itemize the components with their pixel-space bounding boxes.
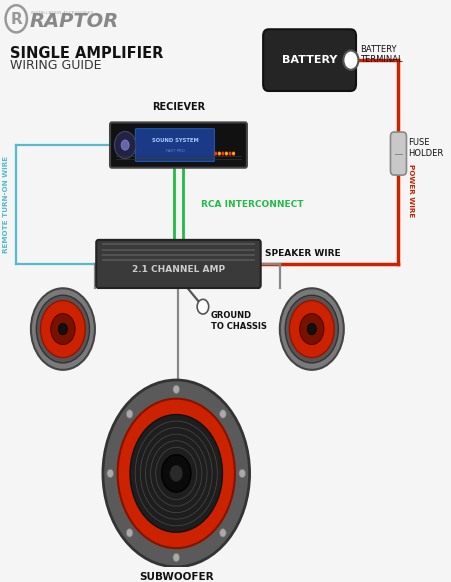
Circle shape [103,380,249,567]
Circle shape [307,324,316,335]
Text: 2.1 CHANNEL AMP: 2.1 CHANNEL AMP [132,265,225,274]
Circle shape [31,288,95,370]
Circle shape [239,469,245,478]
FancyBboxPatch shape [262,29,355,91]
Circle shape [299,314,323,345]
Circle shape [107,469,113,478]
Text: SOUND SYSTEM: SOUND SYSTEM [151,138,198,143]
Circle shape [343,51,358,70]
Circle shape [231,151,235,155]
Circle shape [285,295,338,363]
Text: GROUND
TO CHASSIS: GROUND TO CHASSIS [211,311,266,331]
Text: FUSE
HOLDER: FUSE HOLDER [407,138,442,158]
Circle shape [221,151,224,155]
Circle shape [161,455,190,492]
Text: SINGLE AMPLIFIER: SINGLE AMPLIFIER [10,46,163,61]
Circle shape [117,399,235,548]
Circle shape [173,385,179,393]
Text: WIRING GUIDE: WIRING GUIDE [10,59,102,72]
Circle shape [36,295,89,363]
Text: BATTERY
TERMINAL: BATTERY TERMINAL [359,45,401,64]
Circle shape [219,528,226,537]
Circle shape [173,553,179,562]
Text: SUBWOOFER: SUBWOOFER [138,573,213,582]
Text: SPEAKER WIRE: SPEAKER WIRE [265,249,340,258]
Text: RAPTOR: RAPTOR [29,12,119,31]
Circle shape [279,288,343,370]
Circle shape [169,465,183,482]
Circle shape [228,151,231,155]
Text: BATTERY: BATTERY [281,55,336,65]
Circle shape [126,410,133,418]
Circle shape [197,299,208,314]
Text: RCA INTERCONNECT: RCA INTERCONNECT [200,200,303,208]
Circle shape [114,132,135,159]
Circle shape [289,300,333,357]
Text: R: R [10,12,22,27]
Circle shape [217,151,221,155]
Circle shape [41,300,85,357]
FancyBboxPatch shape [96,240,260,288]
Text: REMOTE TURN-ON WIRE: REMOTE TURN-ON WIRE [4,156,9,253]
Circle shape [126,528,133,537]
Text: POWER WIRE: POWER WIRE [407,164,413,217]
Text: INSTALLATION ACCESSORIES: INSTALLATION ACCESSORIES [31,11,93,15]
Circle shape [58,324,67,335]
FancyBboxPatch shape [390,132,405,175]
Circle shape [225,151,227,155]
FancyBboxPatch shape [135,129,214,161]
Text: FAST PRO: FAST PRO [165,149,184,152]
Circle shape [121,140,129,150]
Circle shape [219,410,226,418]
Circle shape [51,314,75,345]
Circle shape [214,151,217,155]
Circle shape [130,414,222,533]
FancyBboxPatch shape [110,122,246,168]
Text: RECIEVER: RECIEVER [152,102,205,112]
